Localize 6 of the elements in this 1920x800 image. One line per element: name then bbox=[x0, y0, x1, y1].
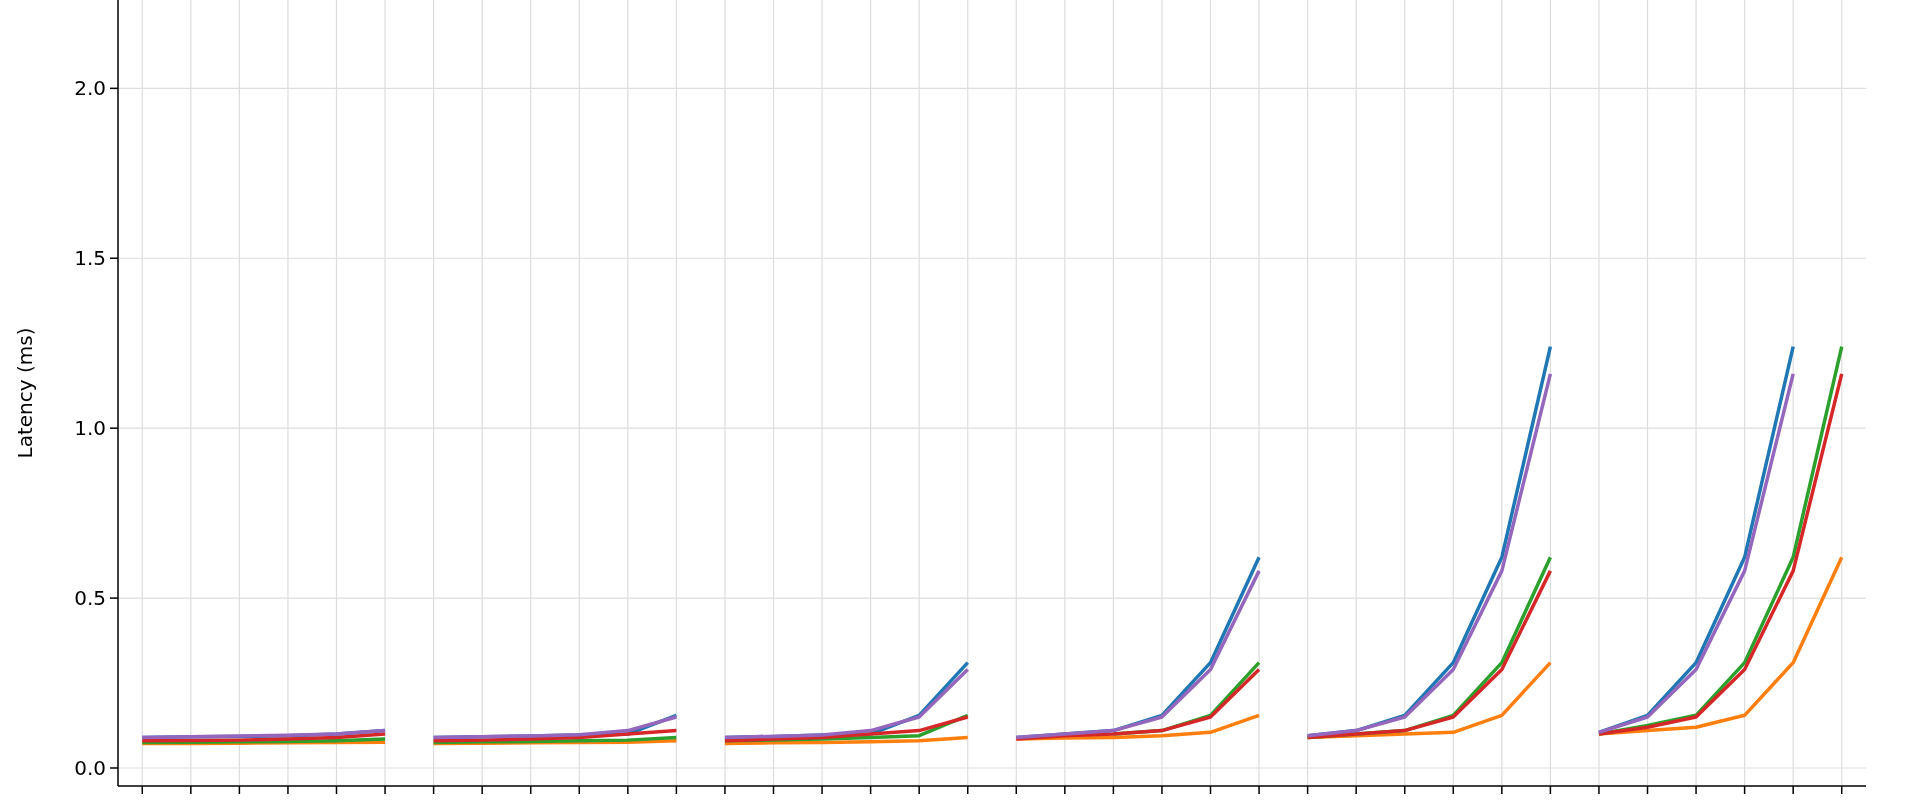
y-tick-label: 2.0 bbox=[74, 76, 106, 101]
y-tick-label: 1.0 bbox=[74, 416, 106, 441]
y-tick-label: 0.5 bbox=[74, 586, 106, 611]
y-tick-label: 1.5 bbox=[74, 246, 106, 271]
y-axis-title: Latency (ms) bbox=[13, 327, 37, 459]
y-tick-label: 0.0 bbox=[74, 755, 106, 780]
